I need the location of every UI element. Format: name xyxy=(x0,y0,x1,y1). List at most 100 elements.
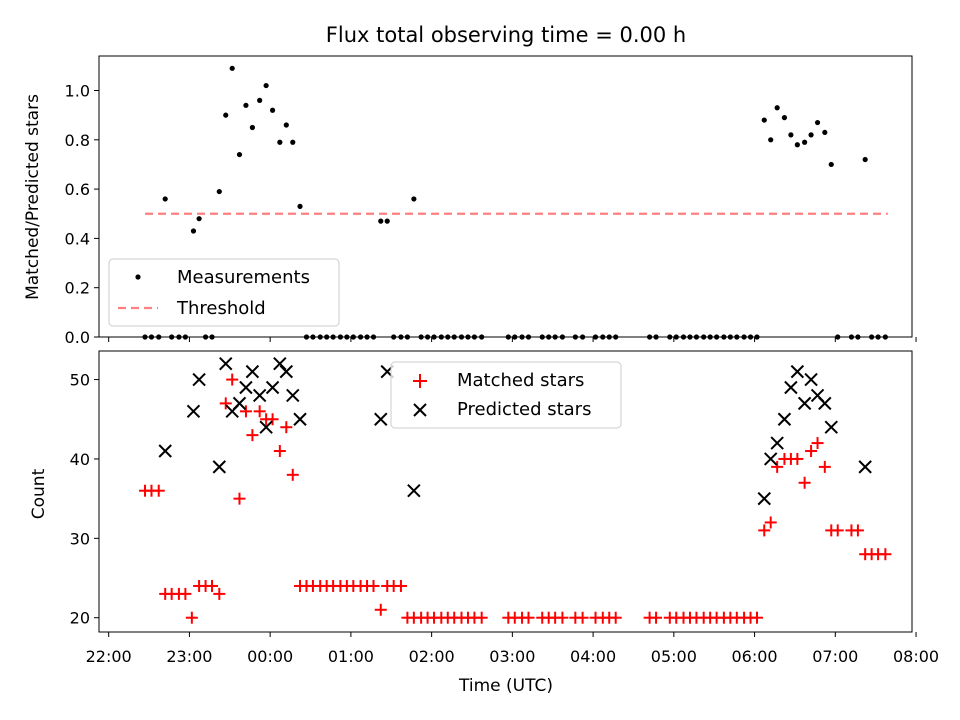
legend-measurements-marker xyxy=(135,274,141,280)
matched-star-marker xyxy=(266,413,279,426)
measurement-point xyxy=(263,82,269,89)
measurement-point xyxy=(761,117,767,123)
measurement-point xyxy=(378,218,384,224)
matched-star-marker xyxy=(239,405,252,418)
bottom-x-ticks: 22:00 23:00 00:00 01:00 02:00 03:00 04:00 05:00… xyxy=(86,632,939,666)
measurement-point xyxy=(828,161,834,168)
matched-star-marker xyxy=(556,611,569,624)
predicted-star-marker xyxy=(407,483,421,498)
matched-star-marker xyxy=(475,611,488,624)
measurement-point xyxy=(411,196,417,202)
measurement-point xyxy=(216,188,222,195)
measurement-point xyxy=(862,156,868,163)
predicted-star-marker xyxy=(804,372,818,387)
matched-star-marker xyxy=(758,524,771,537)
measurement-point xyxy=(277,139,283,145)
matched-star-marker xyxy=(206,579,219,592)
matched-star-marker xyxy=(522,611,535,624)
bottom-y-axis-label: Count xyxy=(29,468,49,519)
predicted-star-marker xyxy=(293,412,307,426)
x-tick-label: 05:00 xyxy=(651,647,697,666)
legend-threshold-label: Threshold xyxy=(176,298,266,319)
x-tick-label: 02:00 xyxy=(409,647,455,666)
matched-star-marker xyxy=(764,516,777,529)
predicted-star-marker xyxy=(186,404,201,419)
matched-star-marker xyxy=(226,373,239,386)
top-y-tick-label: 0.6 xyxy=(65,180,90,199)
measurement-point xyxy=(808,132,814,138)
top-y-ticks: 0.0 0.2 0.4 0.6 0.8 1.0 xyxy=(65,82,99,347)
matched-star-marker xyxy=(273,445,286,458)
chart-title: Flux total observing time = 0.00 h xyxy=(326,23,686,47)
predicted-star-marker xyxy=(858,460,872,474)
predicted-star-marker xyxy=(770,436,784,450)
bottom-y-tick-label: 50 xyxy=(70,371,90,390)
matched-star-marker xyxy=(253,405,266,418)
x-tick-label: 08:00 xyxy=(893,647,939,666)
top-y-tick-label: 0.0 xyxy=(65,328,90,347)
top-legend-box xyxy=(108,258,340,327)
matched-star-marker xyxy=(818,460,831,473)
matched-star-marker xyxy=(879,548,892,561)
legend-predicted-label: Predicted stars xyxy=(457,399,591,420)
x-tick-label: 07:00 xyxy=(812,647,858,666)
matched-star-marker xyxy=(805,445,818,458)
matched-star-marker xyxy=(650,611,663,624)
predicted-star-marker xyxy=(764,452,778,466)
predicted-star-marker xyxy=(273,356,287,371)
matched-star-marker xyxy=(750,611,763,624)
x-tick-label: 01:00 xyxy=(328,647,374,666)
matched-star-marker xyxy=(798,476,811,489)
measurement-point xyxy=(814,119,821,126)
matched-star-marker xyxy=(179,587,192,600)
measurement-point xyxy=(794,142,800,148)
measurement-point xyxy=(257,97,263,103)
matched-star-marker xyxy=(791,452,804,465)
x-tick-label: 06:00 xyxy=(732,647,778,666)
matched-star-marker xyxy=(219,397,232,410)
predicted-star-marker xyxy=(245,364,260,379)
bottom-y-tick-label: 40 xyxy=(70,450,90,469)
matched-star-marker xyxy=(246,429,259,442)
matched-star-marker xyxy=(771,460,784,473)
top-axes-frame xyxy=(98,55,913,338)
measurement-point xyxy=(249,124,255,131)
top-y-axis-label: Matched/Predicted stars xyxy=(23,94,43,300)
matched-star-marker xyxy=(394,579,407,592)
predicted-star-marker xyxy=(158,444,172,458)
x-tick-label: 22:00 xyxy=(86,647,132,666)
matched-star-marker xyxy=(609,611,622,624)
predicted-star-marker xyxy=(824,420,838,434)
top-y-tick-label: 1.0 xyxy=(65,82,90,101)
predicted-star-marker xyxy=(259,420,273,434)
legend-predicted-marker xyxy=(413,403,427,417)
predicted-star-marker xyxy=(818,396,832,411)
top-y-tick-label: 0.4 xyxy=(65,229,90,248)
matched-star-marker xyxy=(280,421,293,434)
measurement-point xyxy=(269,107,276,113)
x-tick-label: 23:00 xyxy=(166,647,212,666)
measurement-point xyxy=(283,122,289,128)
matched-star-marker xyxy=(851,524,864,537)
measurement-point xyxy=(236,151,243,158)
predicted-star-marker xyxy=(192,372,206,387)
legend-measurements-label: Measurements xyxy=(177,267,310,288)
x-axis-label: Time (UTC) xyxy=(458,676,553,696)
measurement-point xyxy=(243,102,249,108)
predicted-star-marker xyxy=(239,380,253,395)
bottom-axes: Count Time (UTC) 20 30 40 50 22:00 23:00 00:0… xyxy=(29,350,939,696)
matched-star-marker xyxy=(233,492,246,505)
measurement-point xyxy=(297,203,303,209)
measurement-point xyxy=(190,228,197,234)
measurement-point xyxy=(196,216,202,222)
matched-star-marker xyxy=(213,587,226,600)
matched-star-marker xyxy=(576,611,589,624)
measurement-point xyxy=(229,65,235,71)
predicted-star-marker xyxy=(212,460,227,474)
predicted-star-marker xyxy=(790,364,805,379)
bottom-y-tick-label: 20 xyxy=(70,609,90,628)
bottom-axes-frame xyxy=(98,350,913,633)
predicted-star-marker xyxy=(219,356,233,371)
measurement-point xyxy=(802,139,808,145)
